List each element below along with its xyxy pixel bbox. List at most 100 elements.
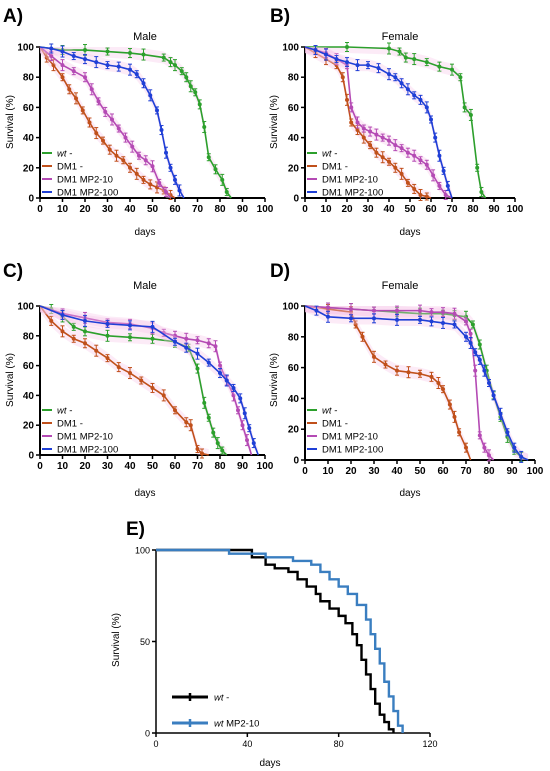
x-tick-label: 80 xyxy=(467,204,479,215)
data-point xyxy=(452,311,457,316)
data-point xyxy=(71,324,76,329)
data-point xyxy=(101,138,105,143)
panel-b-title: Female xyxy=(382,31,419,43)
data-point xyxy=(67,87,72,92)
x-tick-label: 50 xyxy=(147,204,159,215)
data-point xyxy=(355,63,360,68)
panel-b-ylabel: Survival (%) xyxy=(269,95,280,149)
data-point xyxy=(134,171,139,176)
data-point xyxy=(482,368,487,373)
data-point xyxy=(195,351,200,356)
data-point xyxy=(355,120,360,125)
data-point xyxy=(326,305,330,310)
panel-d-plot: 0 10 20 30 40 50 60 70 80 90 100 0 20 40 60 80 100 wt - DM… xyxy=(282,302,543,478)
data-point xyxy=(393,75,398,80)
x-tick-label: 90 xyxy=(488,204,500,215)
data-point xyxy=(424,60,429,65)
data-point xyxy=(429,310,434,315)
data-point xyxy=(83,75,87,80)
x-tick-label: 120 xyxy=(422,739,437,749)
data-point xyxy=(387,159,391,164)
y-tick-label: 80 xyxy=(288,73,300,84)
legend-entry: wt - xyxy=(42,406,72,417)
data-point xyxy=(405,180,410,185)
x-tick-label: 90 xyxy=(237,461,249,472)
x-tick-label: 10 xyxy=(322,466,334,477)
data-point xyxy=(458,75,463,80)
data-point xyxy=(418,97,423,102)
x-tick-label: 40 xyxy=(124,204,136,215)
data-point xyxy=(395,308,399,313)
data-point xyxy=(462,105,467,110)
panel-a-title: Male xyxy=(133,31,157,43)
legend-label: DM1 - xyxy=(57,162,83,173)
data-point xyxy=(94,60,99,65)
data-point xyxy=(60,49,65,54)
data-point xyxy=(251,441,256,446)
panel-d-xlabel: days xyxy=(399,488,420,499)
data-point xyxy=(355,128,360,133)
data-point xyxy=(399,171,404,176)
panel-b-plot: 0 10 20 30 40 50 60 70 80 90 100 0 20 40 60 80 100 wt - DM… xyxy=(282,42,524,215)
data-point xyxy=(195,338,200,343)
data-point xyxy=(353,322,358,327)
data-point xyxy=(487,453,491,458)
legend-label: wt - xyxy=(57,406,72,417)
data-point xyxy=(464,319,468,324)
data-point xyxy=(349,307,353,312)
legend-entry: DM1 - xyxy=(307,162,348,173)
x-tick-label: 30 xyxy=(102,204,114,215)
data-point xyxy=(473,368,478,373)
x-tick-label: 40 xyxy=(391,466,403,477)
data-point xyxy=(437,183,442,188)
data-point xyxy=(168,165,173,170)
data-point xyxy=(128,51,132,56)
data-point xyxy=(83,48,87,53)
y-tick-label: 60 xyxy=(288,363,300,374)
data-point xyxy=(326,314,330,319)
data-point xyxy=(206,360,211,365)
legend-entry: DM1 MP2-10 xyxy=(307,432,378,443)
data-point xyxy=(441,387,445,392)
x-tick-label: 20 xyxy=(341,204,353,215)
x-tick-label: 10 xyxy=(57,461,69,472)
data-point xyxy=(105,49,110,54)
series-line xyxy=(39,305,209,456)
data-point xyxy=(393,165,398,170)
series-dm1-mp2-100 xyxy=(304,45,453,199)
series-wt-- xyxy=(156,548,395,733)
data-point xyxy=(103,109,108,114)
data-point xyxy=(360,334,365,339)
data-point xyxy=(482,445,487,450)
y-tick-label: 100 xyxy=(17,302,34,313)
data-point xyxy=(491,393,496,398)
data-point xyxy=(245,438,249,443)
y-tick-label: 20 xyxy=(288,163,300,174)
data-point xyxy=(224,378,229,383)
data-point xyxy=(403,55,408,60)
data-point xyxy=(380,155,385,160)
data-point xyxy=(173,333,177,338)
panel-label-e: E) xyxy=(126,519,145,540)
x-tick-label: 20 xyxy=(79,461,91,472)
data-point xyxy=(393,143,398,148)
data-point xyxy=(213,344,218,349)
data-point xyxy=(412,93,417,98)
panel-c-title: Male xyxy=(133,280,157,292)
data-point xyxy=(470,322,475,327)
series-line xyxy=(304,305,495,461)
data-point xyxy=(150,164,155,169)
data-point xyxy=(387,72,391,77)
data-point xyxy=(179,69,184,74)
data-point xyxy=(314,308,319,313)
y-tick-label: 100 xyxy=(282,302,299,313)
data-point xyxy=(443,192,448,197)
data-point xyxy=(395,317,399,322)
x-tick-label: 90 xyxy=(237,204,249,215)
data-point xyxy=(200,451,204,456)
panel-b-xlabel: days xyxy=(399,227,420,238)
x-tick-label: 70 xyxy=(192,461,204,472)
y-tick-label: 0 xyxy=(28,451,34,462)
